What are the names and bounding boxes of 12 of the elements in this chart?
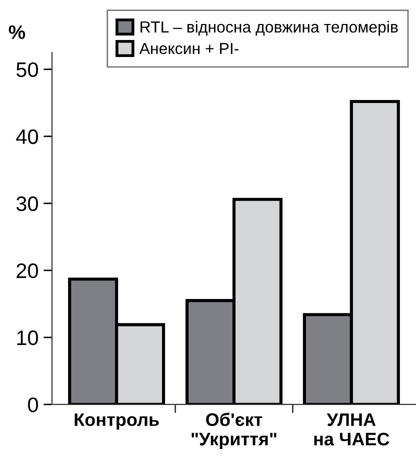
legend-label: Анексин + PI- <box>139 43 238 54</box>
x-tick-label: УЛНА на ЧАЕС <box>314 413 390 446</box>
y-tick-label: 40 <box>16 129 38 144</box>
y-tick-label: 50 <box>16 62 38 78</box>
x-tick-label: Контроль <box>74 413 159 430</box>
y-tick-label: 30 <box>16 196 38 212</box>
y-axis-title: % <box>8 25 26 39</box>
y-tick-label: 0 <box>28 397 38 412</box>
y-tick-label: 20 <box>16 263 38 278</box>
y-tick-label: 10 <box>17 330 38 346</box>
legend-label: RTL – відносна довжина теломерів <box>140 20 398 36</box>
x-tick-label: Об'єкт "Укриття" <box>192 412 276 450</box>
